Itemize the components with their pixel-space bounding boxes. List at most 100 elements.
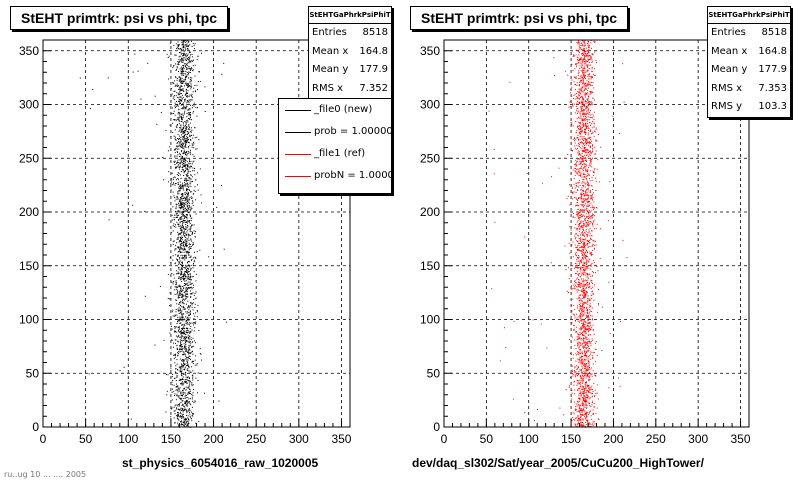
scatter-point — [594, 395, 596, 397]
scatter-point — [171, 384, 173, 386]
scatter-point — [585, 141, 587, 143]
scatter-point — [585, 168, 587, 170]
scatter-point — [181, 264, 182, 266]
scatter-point — [591, 235, 593, 237]
scatter-point — [582, 291, 584, 293]
scatter-point — [573, 103, 575, 105]
scatter-point — [182, 71, 184, 73]
scatter-point — [179, 408, 181, 410]
scatter-point — [187, 183, 189, 185]
scatter-point — [577, 111, 579, 113]
scatter-point — [182, 365, 184, 366]
scatter-point — [583, 313, 585, 315]
scatter-point — [583, 124, 585, 126]
scatter-point — [585, 151, 587, 153]
scatter-point — [185, 229, 187, 230]
scatter-point — [174, 249, 176, 251]
scatter-point — [89, 108, 91, 109]
scatter-point — [581, 246, 583, 247]
scatter-point — [173, 162, 175, 163]
scatter-point — [172, 225, 174, 227]
scatter-point — [190, 246, 192, 248]
scatter-point — [191, 240, 193, 242]
scatter-point — [173, 160, 175, 162]
scatter-point — [178, 310, 180, 312]
scatter-point — [181, 202, 183, 204]
scatter-point — [582, 334, 584, 336]
scatter-point — [580, 422, 582, 424]
scatter-point — [577, 50, 579, 52]
scatter-point — [184, 134, 185, 136]
scatter-point — [579, 404, 581, 406]
scatter-point — [174, 152, 176, 154]
scatter-point — [194, 303, 196, 305]
scatter-point — [578, 392, 580, 394]
scatter-point — [585, 417, 587, 419]
scatter-point — [193, 261, 195, 263]
scatter-point — [189, 208, 191, 210]
scatter-point — [582, 405, 584, 406]
scatter-point — [186, 336, 188, 338]
scatter-point — [591, 245, 593, 247]
scatter-point — [171, 281, 173, 283]
scatter-point — [576, 105, 578, 107]
scatter-point — [584, 129, 585, 130]
scatter-point — [183, 47, 185, 49]
scatter-point — [180, 297, 182, 298]
scatter-point — [587, 252, 588, 254]
scatter-point — [579, 358, 580, 360]
scatter-point — [187, 164, 189, 166]
scatter-point — [587, 202, 588, 204]
scatter-point — [191, 203, 193, 204]
scatter-point — [181, 44, 183, 46]
scatter-point — [196, 316, 198, 318]
scatter-point — [189, 381, 191, 383]
scatter-point — [590, 91, 592, 93]
scatter-point — [584, 166, 585, 168]
scatter-point — [597, 384, 599, 386]
scatter-point — [185, 423, 187, 425]
scatter-point — [170, 95, 172, 97]
scatter-point — [167, 57, 169, 58]
scatter-point — [187, 74, 189, 76]
scatter-point — [585, 375, 587, 377]
scatter-point — [512, 398, 514, 400]
scatter-point — [589, 375, 591, 377]
scatter-point — [178, 320, 180, 322]
scatter-point — [581, 300, 583, 302]
scatter-point — [190, 83, 192, 85]
scatter-point — [187, 171, 189, 173]
scatter-point — [182, 166, 184, 168]
scatter-point — [581, 338, 583, 339]
scatter-point — [178, 138, 179, 140]
scatter-point — [188, 352, 190, 354]
scatter-point — [587, 419, 589, 421]
scatter-point — [181, 237, 183, 239]
scatter-point — [594, 375, 596, 376]
scatter-point — [194, 307, 196, 308]
scatter-point — [586, 165, 588, 167]
scatter-point — [183, 185, 185, 187]
scatter-point — [181, 143, 182, 145]
scatter-point — [184, 353, 186, 355]
scatter-point — [192, 91, 194, 93]
scatter-point — [587, 83, 589, 85]
scatter-point — [181, 58, 183, 60]
scatter-point — [181, 86, 183, 87]
scatter-point — [580, 416, 582, 418]
scatter-point — [588, 167, 590, 169]
scatter-point — [191, 414, 193, 416]
scatter-point — [187, 137, 189, 139]
scatter-point — [578, 139, 579, 141]
scatter-point — [587, 195, 589, 197]
scatter-point — [184, 63, 186, 65]
scatter-point — [591, 375, 593, 377]
scatter-point — [180, 344, 182, 346]
scatter-point — [488, 110, 490, 112]
scatter-point — [182, 416, 184, 418]
scatter-point — [187, 179, 189, 181]
scatter-point — [587, 266, 589, 268]
scatter-point — [223, 248, 225, 250]
scatter-point — [579, 261, 581, 263]
scatter-point — [182, 108, 184, 110]
